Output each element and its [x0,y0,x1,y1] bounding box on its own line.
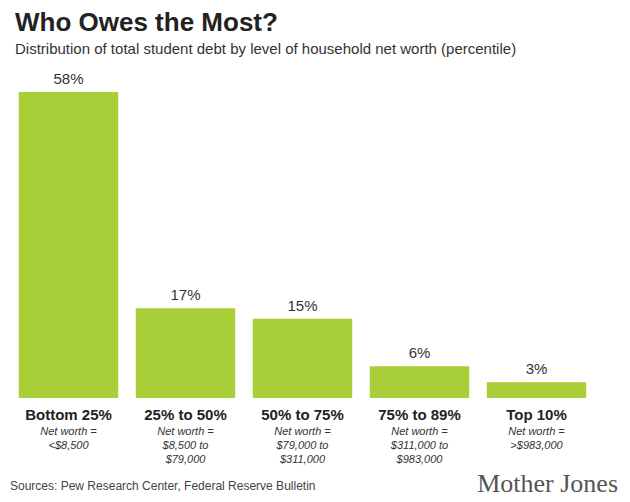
svg-text:6%: 6% [409,344,431,361]
svg-text:75% to 89%: 75% to 89% [378,406,461,423]
svg-text:$311,000 to: $311,000 to [390,439,448,451]
svg-text:Net worth =: Net worth = [508,425,565,437]
svg-text:$8,500 to: $8,500 to [162,439,209,451]
svg-text:58%: 58% [53,70,83,87]
svg-text:Who Owes the Most?: Who Owes the Most? [15,7,278,37]
svg-text:15%: 15% [287,297,317,314]
svg-text:Top 10%: Top 10% [506,406,567,423]
svg-text:Net worth =: Net worth = [391,425,448,437]
svg-text:Net worth =: Net worth = [40,425,97,437]
svg-text:3%: 3% [526,360,548,377]
svg-text:>$983,000: >$983,000 [510,439,563,451]
svg-text:Net worth =: Net worth = [274,425,331,437]
svg-text:$79,000: $79,000 [165,453,207,465]
svg-text:$311,000: $311,000 [279,453,326,465]
svg-text:$983,000: $983,000 [396,453,444,465]
svg-text:17%: 17% [170,286,200,303]
svg-text:Bottom 25%: Bottom 25% [25,406,112,423]
svg-text:25% to 50%: 25% to 50% [144,406,227,423]
svg-text:Net worth =: Net worth = [157,425,214,437]
svg-text:50% to 75%: 50% to 75% [261,406,344,423]
svg-text:$79,000 to: $79,000 to [276,439,329,451]
svg-text:<$8,500: <$8,500 [48,439,89,451]
svg-text:Sources: Pew Research Center,: Sources: Pew Research Center, Federal Re… [10,479,315,493]
svg-text:Mother Jones: Mother Jones [477,469,618,498]
svg-text:Distribution of total student: Distribution of total student debt by le… [15,40,516,57]
